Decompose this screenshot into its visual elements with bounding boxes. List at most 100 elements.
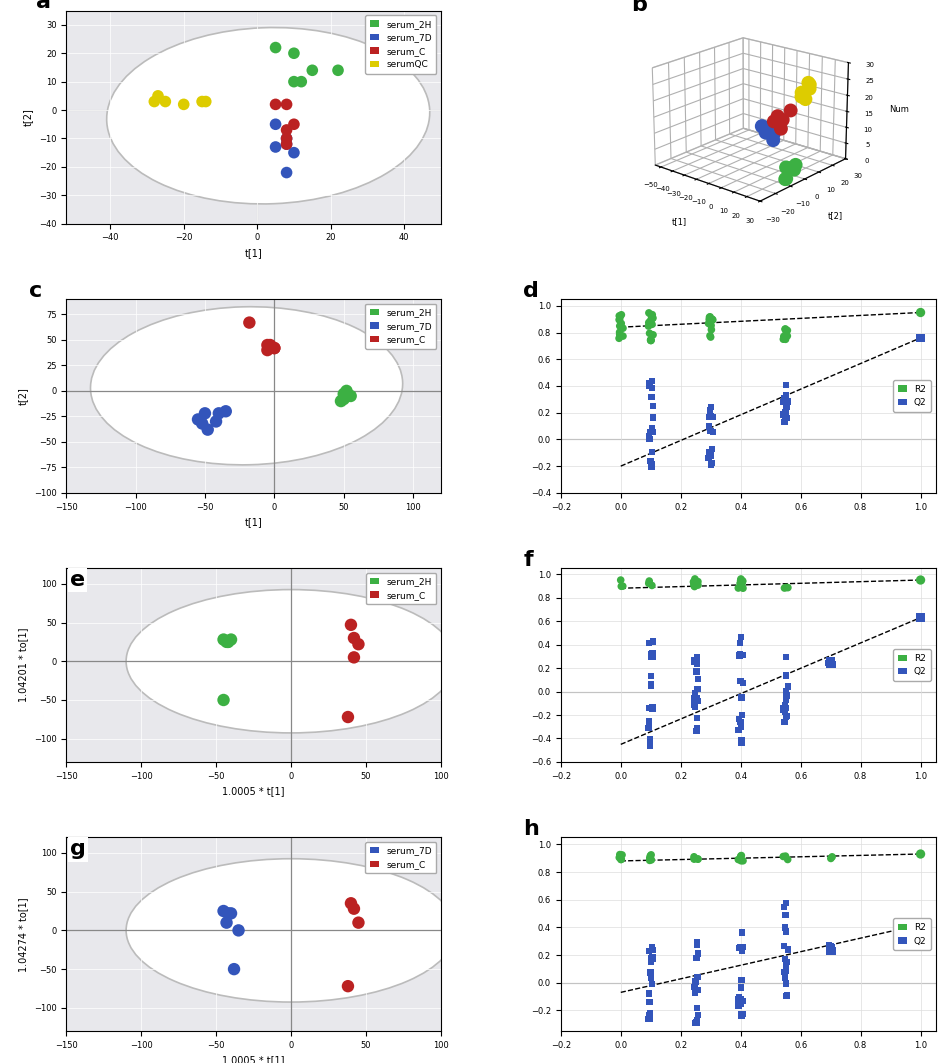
Point xyxy=(612,846,627,863)
Y-axis label: 1.04274 * to[1]: 1.04274 * to[1] xyxy=(18,897,28,972)
Point xyxy=(688,1011,703,1028)
Point xyxy=(286,145,301,162)
Point xyxy=(266,339,281,356)
Point xyxy=(613,578,628,595)
Point xyxy=(733,577,749,594)
Point xyxy=(227,961,242,978)
Point xyxy=(643,307,658,324)
Point xyxy=(733,853,748,870)
Point xyxy=(642,332,657,349)
Point xyxy=(615,577,630,594)
Point xyxy=(701,308,716,325)
Point xyxy=(778,895,793,912)
Point xyxy=(278,121,294,138)
Point xyxy=(612,326,627,343)
Point xyxy=(644,443,659,460)
Point xyxy=(230,922,245,939)
Point xyxy=(778,923,793,940)
Point xyxy=(216,692,231,709)
Point xyxy=(912,916,927,933)
Point xyxy=(641,304,656,321)
X-axis label: t[1]: t[1] xyxy=(244,517,262,527)
Point xyxy=(777,321,792,338)
Point xyxy=(642,730,657,747)
Point xyxy=(686,1015,701,1032)
Point xyxy=(779,986,794,1003)
Point xyxy=(730,851,745,868)
Point xyxy=(219,914,234,931)
Point xyxy=(641,314,656,331)
Point xyxy=(686,984,701,1001)
Point xyxy=(336,390,351,407)
Point xyxy=(732,575,747,592)
Point xyxy=(779,327,794,344)
Point xyxy=(733,1008,749,1025)
Y-axis label: t[2]: t[2] xyxy=(827,212,842,220)
Point xyxy=(822,941,837,958)
Point xyxy=(778,692,793,709)
Point xyxy=(643,668,658,685)
X-axis label: t[1]: t[1] xyxy=(244,248,262,258)
Point xyxy=(191,411,206,428)
Point xyxy=(776,704,791,721)
Point xyxy=(733,731,749,748)
Point xyxy=(615,320,630,337)
Point xyxy=(689,944,704,961)
Point xyxy=(823,656,838,673)
Point xyxy=(731,940,746,957)
Point xyxy=(689,934,704,951)
Point xyxy=(686,850,701,867)
Point xyxy=(220,634,235,651)
Point xyxy=(731,647,746,664)
Point xyxy=(779,409,794,426)
Point xyxy=(912,572,927,589)
Point xyxy=(641,851,656,868)
Point xyxy=(822,653,837,670)
Text: b: b xyxy=(631,0,647,15)
Point xyxy=(346,900,362,917)
Point xyxy=(820,656,835,673)
Point xyxy=(614,846,629,863)
Point xyxy=(702,422,717,439)
Point xyxy=(701,327,716,344)
Point xyxy=(778,687,793,704)
Point xyxy=(778,682,793,699)
Point xyxy=(612,310,627,327)
Point xyxy=(686,850,701,867)
Point xyxy=(333,392,348,409)
Point xyxy=(780,941,795,958)
Point xyxy=(644,698,659,715)
Legend: R2, Q2: R2, Q2 xyxy=(892,381,930,411)
Point xyxy=(644,316,659,333)
Point xyxy=(640,575,655,592)
Point xyxy=(780,851,795,868)
Point xyxy=(640,318,655,335)
Point xyxy=(612,326,627,343)
Text: e: e xyxy=(70,570,85,590)
Point xyxy=(686,575,701,592)
Point xyxy=(643,648,658,665)
Point xyxy=(733,980,748,997)
Point xyxy=(641,377,656,394)
Point xyxy=(824,939,839,956)
Point xyxy=(820,943,835,960)
Point xyxy=(733,735,749,752)
Point xyxy=(824,657,839,674)
Point xyxy=(688,710,703,727)
Text: c: c xyxy=(28,282,42,301)
Point xyxy=(733,572,748,589)
Point xyxy=(278,130,294,147)
Point xyxy=(777,326,792,343)
Point xyxy=(823,941,838,958)
Point xyxy=(775,393,790,410)
Point xyxy=(734,853,750,870)
X-axis label: 1.0005 * t[1]: 1.0005 * t[1] xyxy=(222,1056,284,1063)
Point xyxy=(734,993,750,1010)
Point xyxy=(780,579,795,596)
Point xyxy=(912,845,927,862)
Point xyxy=(733,972,749,989)
Legend: R2, Q2: R2, Q2 xyxy=(892,649,930,681)
Point xyxy=(702,402,717,419)
Point xyxy=(690,576,705,593)
Point xyxy=(278,164,294,181)
